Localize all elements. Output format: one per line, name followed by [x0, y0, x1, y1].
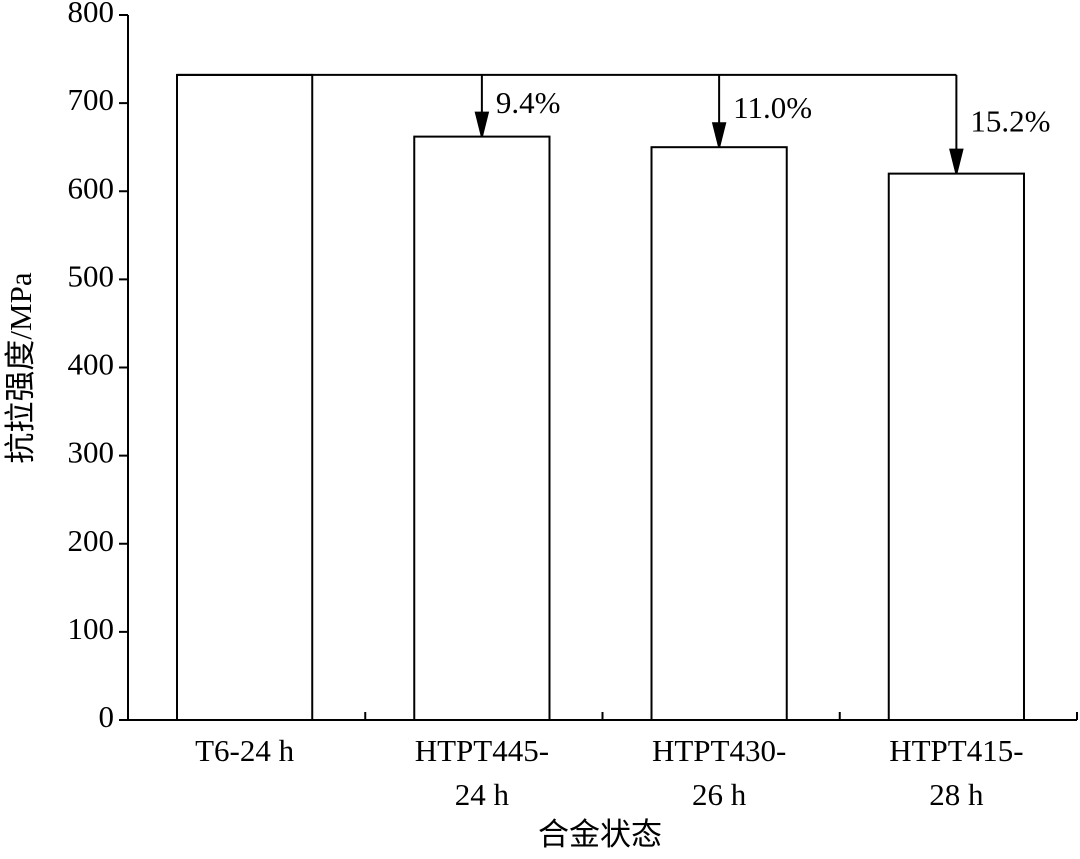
y-tick-label: 600 — [68, 170, 115, 205]
x-tick-label: HTPT445- — [415, 733, 549, 768]
bar — [176, 73, 314, 722]
x-tick-label: T6-24 h — [195, 733, 295, 768]
y-axis-label: 抗拉强度/MPa — [3, 272, 38, 463]
x-tick-label: HTPT415- — [889, 733, 1023, 768]
y-tick-label: 100 — [68, 611, 115, 646]
arrow-head — [711, 122, 727, 148]
arrow-head — [474, 111, 490, 137]
y-tick-label: 300 — [68, 435, 115, 470]
arrow-head — [949, 148, 964, 174]
y-tick-label: 800 — [68, 0, 115, 29]
y-tick-label: 400 — [68, 347, 115, 382]
annotation: 15.2% — [970, 103, 1050, 138]
bar — [650, 146, 788, 721]
annotation: 11.0% — [733, 90, 812, 125]
x-axis-label: 合金状态 — [538, 817, 662, 852]
y-tick-label: 700 — [68, 82, 115, 117]
y-tick-label: 0 — [99, 699, 115, 734]
y-tick-label: 200 — [68, 523, 115, 558]
bar — [413, 135, 551, 722]
x-tick-label: 24 h — [455, 777, 510, 812]
annotation: 9.4% — [496, 85, 561, 120]
x-tick-label: 26 h — [692, 777, 747, 812]
y-tick-label: 500 — [68, 258, 115, 293]
x-tick-label: HTPT430- — [652, 733, 786, 768]
bar — [887, 172, 1025, 721]
x-tick-label: 28 h — [929, 777, 984, 812]
